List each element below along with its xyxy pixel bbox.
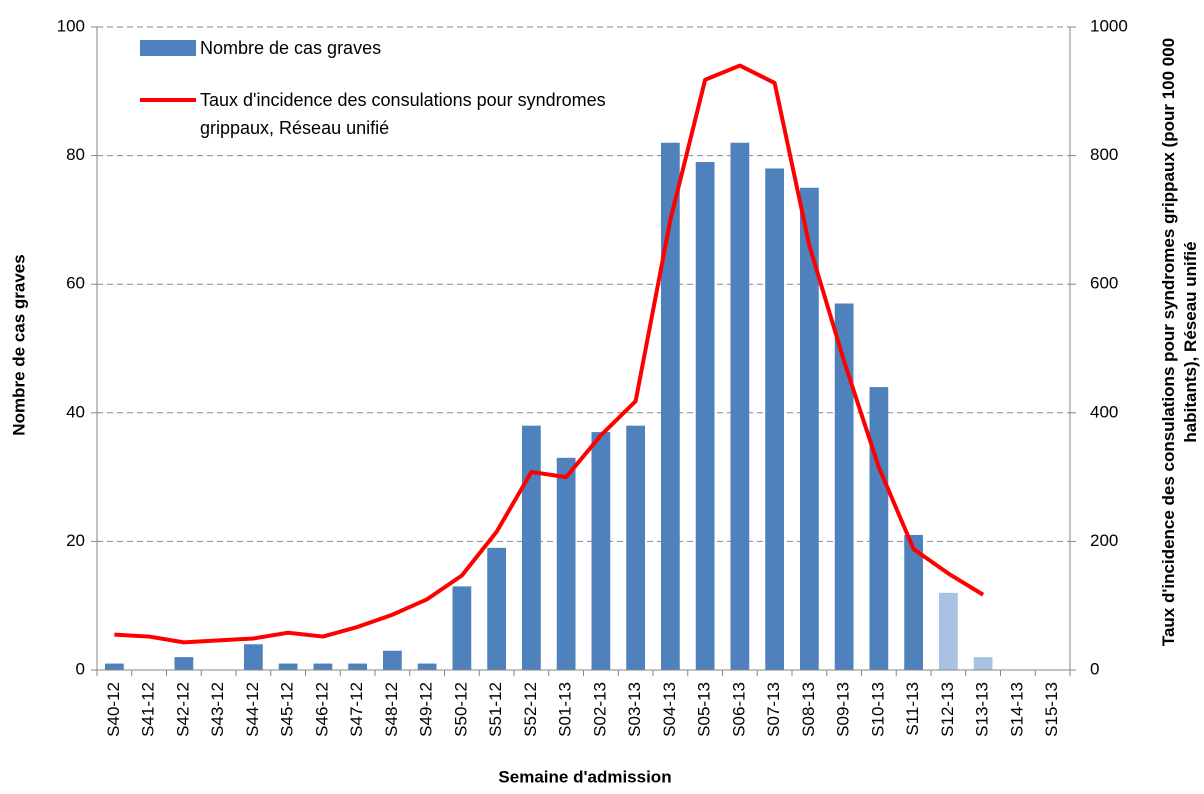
x-tick-label: S09-13	[834, 682, 853, 737]
x-tick-label: S46-12	[312, 682, 331, 737]
x-tick-label: S48-12	[382, 682, 401, 737]
x-tick-label: S52-12	[521, 682, 540, 737]
y2-tick-label: 200	[1090, 531, 1118, 550]
bar	[834, 303, 854, 670]
x-tick-label: S01-13	[556, 682, 575, 737]
x-tick-label: S50-12	[451, 682, 470, 737]
x-title: Semaine d'admission	[498, 767, 671, 786]
x-tick-label: S05-13	[695, 682, 714, 737]
line	[114, 63, 985, 645]
x-tick-label: S12-13	[938, 682, 957, 737]
y-tick-label: 40	[66, 402, 85, 421]
x-tick-label: S44-12	[243, 682, 262, 737]
x-tick-label: S49-12	[417, 682, 436, 737]
bar	[313, 663, 333, 670]
x-tick-label: S04-13	[660, 682, 679, 737]
x-tick-label: S07-13	[764, 682, 783, 737]
y-tick-label: 60	[66, 274, 85, 293]
x-tick-label: S10-13	[868, 682, 887, 737]
x-tick-label: S40-12	[104, 682, 123, 737]
x-tick-label: S51-12	[486, 682, 505, 737]
bar	[730, 142, 750, 671]
bar	[417, 663, 437, 670]
bar	[591, 432, 611, 670]
x-tick-label: S06-13	[729, 682, 748, 737]
bar	[695, 162, 715, 670]
x-tick-label: S08-13	[799, 682, 818, 737]
legend-swatch	[140, 40, 196, 56]
bar	[973, 657, 993, 670]
x-tick-label: S13-13	[973, 682, 992, 737]
bar	[556, 457, 576, 670]
bar	[487, 547, 507, 670]
y-tick-label: 80	[66, 145, 85, 164]
bar	[278, 663, 298, 670]
y-tick-label: 100	[57, 16, 85, 35]
y-tick-label: 0	[76, 659, 85, 678]
x-tick-label: S47-12	[347, 682, 366, 737]
bar	[243, 644, 263, 670]
bar	[382, 650, 402, 670]
legend-label: Taux d'incidence des consulations pour s…	[200, 90, 606, 138]
x-tick-label: S41-12	[139, 682, 158, 737]
x-tick-label: S11-13	[903, 682, 922, 736]
x-tick-label: S14-13	[1007, 682, 1026, 737]
y2-tick-label: 0	[1090, 659, 1099, 678]
bar	[938, 592, 958, 670]
legend-label: Nombre de cas graves	[200, 38, 382, 58]
bar	[626, 425, 646, 670]
y2-tick-label: 800	[1090, 145, 1118, 164]
x-tick-label: S15-13	[1042, 682, 1061, 737]
x-tick-label: S45-12	[278, 682, 297, 737]
bar	[904, 534, 924, 670]
x-tick-label: S42-12	[173, 682, 192, 737]
bar	[348, 663, 368, 670]
bar	[799, 187, 819, 670]
bar	[174, 657, 194, 670]
bar	[660, 142, 680, 671]
y-title: Nombre de cas graves	[9, 254, 28, 435]
bar	[521, 425, 541, 670]
y2-tick-label: 400	[1090, 402, 1118, 421]
bar	[869, 387, 889, 670]
bar	[104, 663, 124, 670]
bar	[765, 168, 785, 670]
y2-title: Taux d'incidence des consulations pour s…	[1159, 37, 1200, 647]
x-tick-label: S02-13	[590, 682, 609, 737]
x-tick-label: S03-13	[625, 682, 644, 737]
y2-tick-label: 600	[1090, 274, 1118, 293]
y-tick-label: 20	[66, 531, 85, 550]
x-tick-label: S43-12	[208, 682, 227, 737]
bar	[452, 586, 472, 670]
y2-tick-label: 1000	[1090, 16, 1128, 35]
